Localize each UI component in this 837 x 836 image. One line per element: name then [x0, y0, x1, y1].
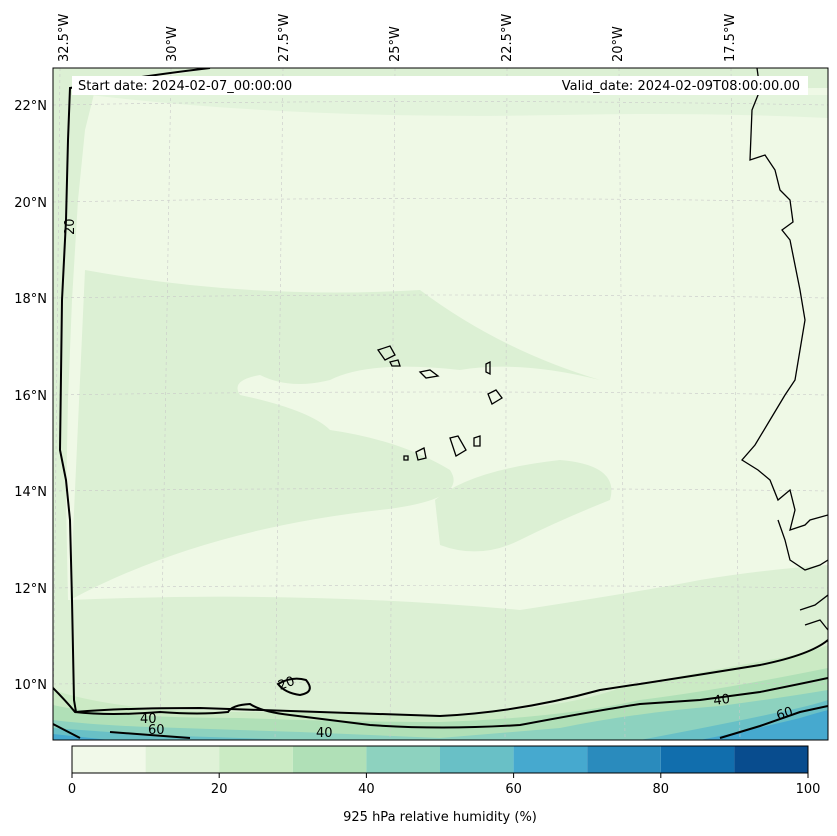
colorbar-swatch [292, 746, 367, 773]
island-sao-vicente [389, 359, 401, 367]
lon-label: 32.5°W [57, 14, 72, 62]
colorbar-tick-label: 20 [211, 782, 228, 797]
lat-label: 22°N [14, 99, 47, 114]
lat-label: 10°N [14, 678, 47, 693]
colorbar-tick-label: 40 [358, 782, 375, 797]
lon-label: 27.5°W [277, 14, 292, 62]
contour-label: 20 [276, 674, 297, 694]
colorbar-swatch [587, 746, 661, 773]
graticule [53, 68, 828, 740]
lon-label: 20°W [611, 26, 626, 62]
contour-label: 20 [63, 218, 78, 235]
map-frame [52, 67, 829, 741]
colorbar-swatch [145, 746, 220, 773]
map-panel: 20 20 40 60 40 40 60 Start date: 2024-02… [52, 67, 829, 741]
lat-label: 16°N [14, 389, 47, 404]
island-sal [485, 360, 491, 376]
valid-date-label: Valid_date: 2024-02-09T08:00:00.00 [562, 79, 800, 94]
contour-label-group: 20 20 40 60 40 40 60 [63, 218, 795, 741]
contour-label: 60 [148, 723, 165, 738]
contour-60-west [53, 723, 191, 739]
contour-40 [53, 677, 828, 729]
lon-label: 30°W [165, 26, 180, 62]
lon-label: 22.5°W [500, 14, 515, 62]
colorbar-swatch [734, 746, 808, 773]
colorbar-swatches [72, 746, 808, 773]
contour-label: 40 [712, 692, 730, 709]
colorbar-title: 925 hPa relative humidity (%) [343, 810, 537, 825]
lon-label: 17.5°W [723, 14, 738, 62]
longitude-labels: 32.5°W 30°W 27.5°W 25°W 22.5°W 20°W 17.5… [57, 14, 738, 62]
start-date-label: Start date: 2024-02-07_00:00:00 [78, 79, 292, 94]
contour-20 [58, 68, 828, 718]
colorbar: 0 20 40 60 80 100 925 hPa relative humidity (… [68, 745, 821, 825]
island-maio [473, 435, 481, 447]
island-sao-nicolau [418, 369, 440, 379]
latitude-labels: 22°N 20°N 18°N 16°N 14°N 12°N 10°N [14, 99, 47, 693]
colorbar-ticks: 0 20 40 60 80 100 [68, 773, 821, 797]
island-santiago [449, 435, 467, 457]
colorbar-frame [71, 745, 809, 774]
island-santo-antao [376, 345, 396, 361]
contour-label: 60 [775, 704, 795, 723]
lat-label: 20°N [14, 196, 47, 211]
island-brava [403, 455, 409, 461]
header-strip [72, 76, 808, 95]
island-fogo [415, 447, 427, 461]
colorbar-tick-label: 80 [653, 782, 670, 797]
lon-label: 25°W [388, 26, 403, 62]
africa-coast [741, 68, 828, 531]
colorbar-swatch [72, 746, 146, 773]
colorbar-tick-label: 0 [68, 782, 76, 797]
colorbar-tick-label: 100 [796, 782, 821, 797]
colorbar-swatch [219, 746, 293, 773]
humidity-contours [53, 68, 828, 739]
contour-60-east [719, 705, 828, 739]
colorbar-swatch [440, 746, 514, 773]
contour-20-closed [276, 677, 311, 697]
island-boa-vista [487, 389, 503, 405]
colorbar-tick-label: 60 [505, 782, 522, 797]
lat-label: 12°N [14, 582, 47, 597]
colorbar-swatch [660, 746, 735, 773]
bijagos-coast [799, 594, 828, 631]
colorbar-swatch [513, 746, 588, 773]
contour-label: 40 [140, 712, 157, 727]
guinea-coast [777, 519, 828, 571]
lat-label: 18°N [14, 292, 47, 307]
contour-label: 40 [316, 726, 333, 741]
coastlines [376, 68, 828, 631]
lat-label: 14°N [14, 485, 47, 500]
colorbar-swatch [366, 746, 440, 773]
